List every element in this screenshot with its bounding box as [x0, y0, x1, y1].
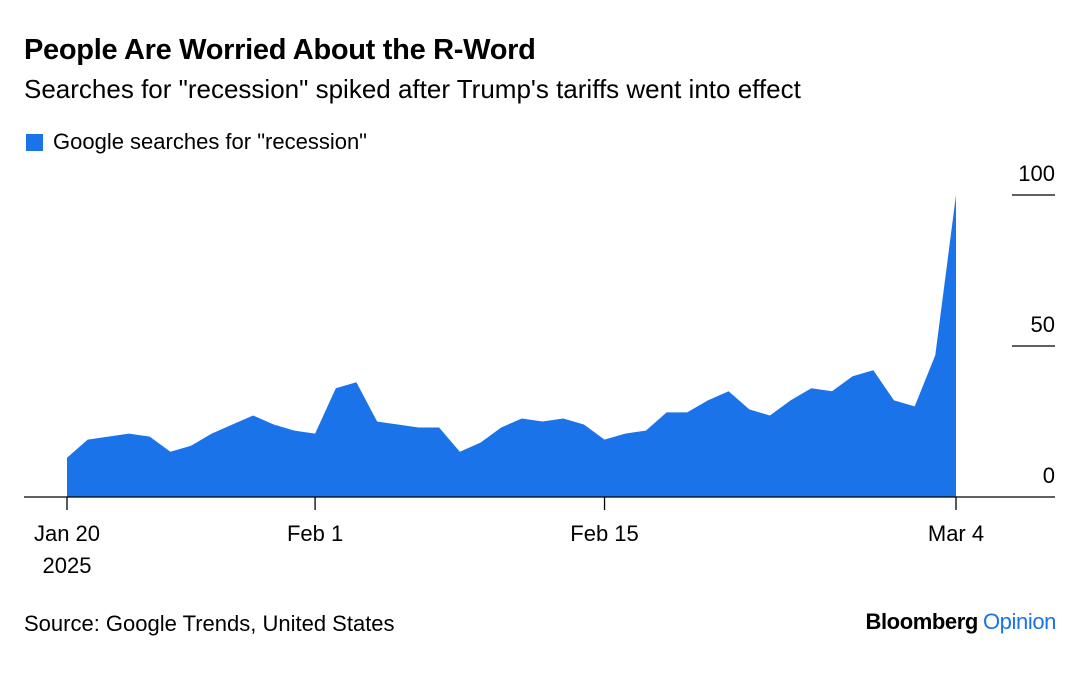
data-point	[458, 450, 461, 453]
data-point	[582, 423, 585, 426]
source-note: Source: Google Trends, United States	[24, 611, 395, 636]
data-point	[768, 414, 771, 417]
data-point	[831, 390, 834, 393]
data-point	[107, 435, 110, 438]
data-point	[231, 423, 234, 426]
data-point	[334, 387, 337, 390]
data-point	[520, 417, 523, 420]
y-tick-label: 100	[1018, 161, 1055, 186]
legend-swatch	[26, 133, 43, 151]
data-point	[148, 435, 151, 438]
data-point	[190, 444, 193, 447]
data-point	[210, 432, 213, 435]
data-point	[169, 450, 172, 453]
data-point	[541, 420, 544, 423]
data-point	[293, 429, 296, 432]
x-tick-label: Jan 20	[34, 521, 100, 546]
chart-subtitle: Searches for "recession" spiked after Tr…	[24, 74, 801, 104]
data-point	[86, 438, 89, 441]
data-point	[624, 432, 627, 435]
legend-label: Google searches for "recession"	[53, 129, 367, 154]
data-point	[706, 399, 709, 402]
data-point	[955, 194, 958, 197]
data-point	[396, 423, 399, 426]
data-point	[603, 438, 606, 441]
logo-opinion: Opinion	[982, 609, 1056, 634]
x-tick-sublabel: 2025	[43, 553, 92, 578]
data-point	[500, 426, 503, 429]
data-point	[417, 426, 420, 429]
data-point	[872, 369, 875, 372]
data-point	[438, 426, 441, 429]
data-point	[479, 441, 482, 444]
chart-title: People Are Worried About the R-Word	[24, 34, 536, 66]
data-point	[376, 420, 379, 423]
legend: Google searches for "recession"	[26, 129, 367, 155]
data-point	[355, 381, 358, 384]
data-point	[789, 399, 792, 402]
bloomberg-opinion-logo: Bloomberg Opinion	[865, 609, 1056, 635]
data-point	[128, 432, 131, 435]
logo-brand: Bloomberg	[865, 609, 978, 634]
data-point	[644, 429, 647, 432]
data-point	[893, 399, 896, 402]
x-tick-label: Feb 1	[287, 521, 343, 546]
data-point	[748, 408, 751, 411]
data-point	[727, 390, 730, 393]
x-tick-label: Feb 15	[570, 521, 639, 546]
data-point	[314, 432, 317, 435]
data-point	[934, 354, 937, 357]
data-point	[272, 423, 275, 426]
data-point	[686, 411, 689, 414]
y-tick-label: 50	[1031, 312, 1055, 337]
series-area	[67, 195, 956, 497]
data-point	[66, 456, 69, 459]
data-point	[252, 414, 255, 417]
data-point	[913, 405, 916, 408]
data-point	[810, 387, 813, 390]
data-point	[665, 411, 668, 414]
data-point	[851, 375, 854, 378]
y-tick-label: 0	[1043, 463, 1055, 488]
data-point	[562, 417, 565, 420]
x-tick-label: Mar 4	[928, 521, 984, 546]
